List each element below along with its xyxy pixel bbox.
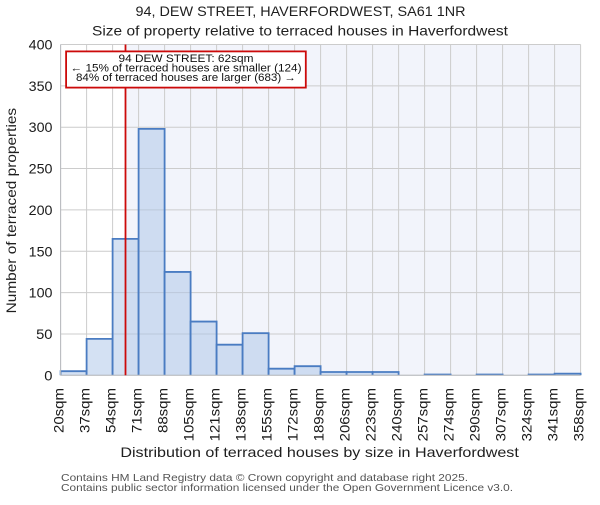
- svg-text:121sqm: 121sqm: [207, 388, 223, 441]
- svg-text:341sqm: 341sqm: [545, 388, 561, 441]
- svg-text:54sqm: 54sqm: [103, 388, 119, 433]
- svg-text:94 DEW STREET: 62sqm: 94 DEW STREET: 62sqm: [119, 53, 254, 65]
- svg-text:290sqm: 290sqm: [467, 388, 483, 441]
- svg-text:Size of property relative to t: Size of property relative to terraced ho…: [92, 22, 508, 38]
- svg-text:Number of terraced properties: Number of terraced properties: [3, 108, 19, 314]
- svg-text:155sqm: 155sqm: [259, 388, 275, 441]
- svg-text:71sqm: 71sqm: [129, 388, 145, 433]
- svg-text:400: 400: [29, 37, 53, 53]
- svg-text:257sqm: 257sqm: [415, 388, 431, 441]
- svg-text:150: 150: [29, 243, 53, 259]
- svg-text:50: 50: [36, 326, 53, 342]
- svg-text:Contains HM Land Registry data: Contains HM Land Registry data © Crown c…: [61, 472, 468, 484]
- svg-text:Contains public sector informa: Contains public sector information licen…: [61, 482, 513, 494]
- svg-text:0: 0: [44, 367, 52, 383]
- svg-text:Distribution of terraced house: Distribution of terraced houses by size …: [120, 444, 519, 460]
- svg-text:307sqm: 307sqm: [493, 388, 509, 441]
- svg-text:172sqm: 172sqm: [285, 388, 301, 441]
- svg-text:300: 300: [29, 119, 53, 135]
- svg-text:240sqm: 240sqm: [389, 388, 405, 441]
- svg-text:206sqm: 206sqm: [337, 388, 353, 441]
- svg-text:350: 350: [29, 78, 53, 94]
- svg-text:100: 100: [29, 285, 53, 301]
- svg-text:250: 250: [29, 161, 53, 177]
- svg-text:84% of terraced houses are lar: 84% of terraced houses are larger (683) …: [76, 72, 296, 84]
- svg-text:138sqm: 138sqm: [233, 388, 249, 441]
- svg-text:88sqm: 88sqm: [155, 388, 171, 433]
- svg-text:← 15% of terraced houses are s: ← 15% of terraced houses are smaller (12…: [71, 62, 302, 74]
- svg-text:105sqm: 105sqm: [181, 388, 197, 441]
- svg-text:37sqm: 37sqm: [77, 388, 93, 433]
- svg-text:223sqm: 223sqm: [363, 388, 379, 441]
- svg-text:274sqm: 274sqm: [441, 388, 457, 441]
- svg-text:94, DEW STREET, HAVERFORDWEST,: 94, DEW STREET, HAVERFORDWEST, SA61 1NR: [136, 3, 466, 19]
- svg-text:200: 200: [29, 202, 53, 218]
- svg-text:358sqm: 358sqm: [571, 388, 587, 441]
- svg-text:189sqm: 189sqm: [311, 388, 327, 441]
- svg-text:324sqm: 324sqm: [519, 388, 535, 441]
- svg-text:20sqm: 20sqm: [51, 388, 67, 433]
